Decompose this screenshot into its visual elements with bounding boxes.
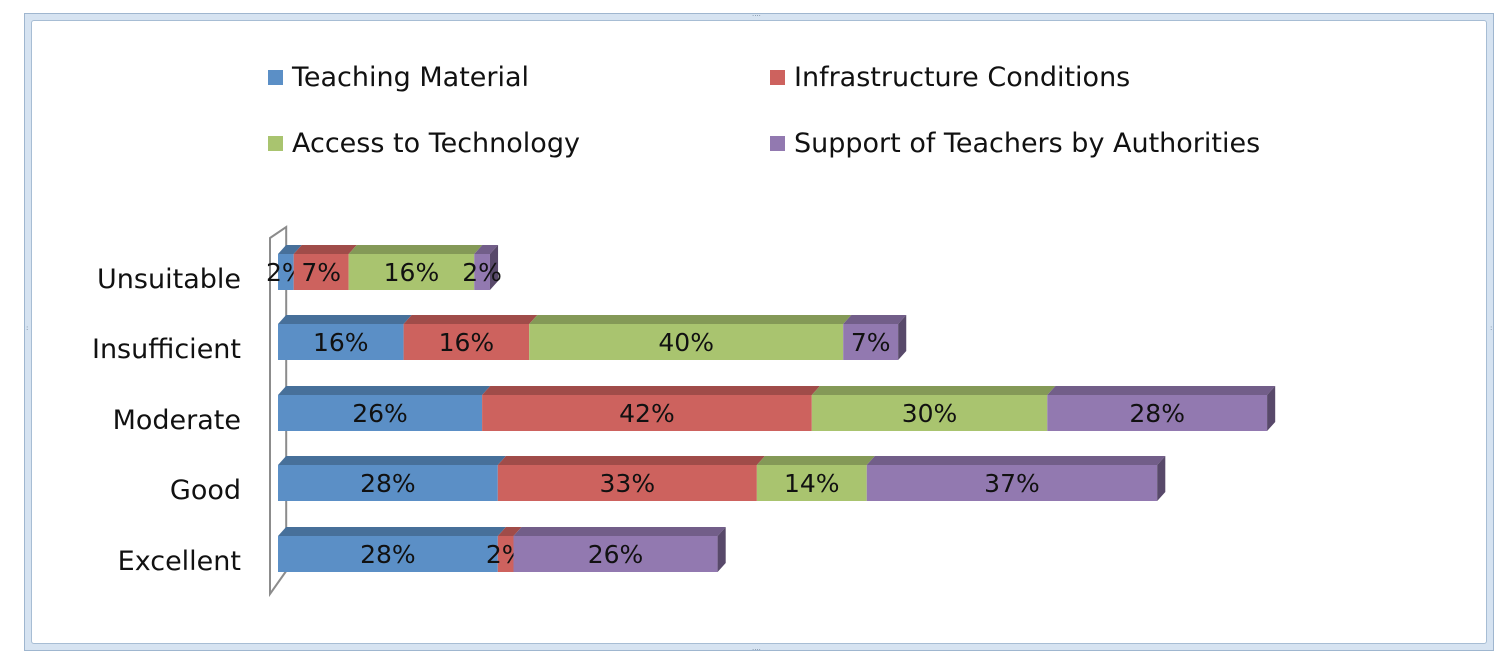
bar-top-face: [348, 245, 483, 254]
bar-segment: [497, 536, 514, 572]
legend-label: Access to Technology: [292, 128, 580, 159]
category-label-unsuitable: Unsuitable: [97, 264, 241, 295]
legend-swatch: [770, 70, 785, 85]
bar-top-face: [278, 527, 506, 536]
bar-segment: [843, 324, 899, 360]
bar-segment: [403, 324, 530, 360]
data-label: 16%: [439, 328, 495, 357]
bar-top-face: [529, 315, 852, 324]
bar-segment: [529, 324, 844, 360]
top-resize-handle[interactable]: ....: [752, 10, 761, 18]
bar-top-face: [866, 456, 1166, 465]
category-label-moderate: Moderate: [112, 405, 241, 436]
bar-segment: [278, 395, 483, 431]
data-label: 2%: [462, 258, 502, 287]
bar-top-face: [497, 456, 765, 465]
bar-segment: [278, 536, 498, 572]
legend-swatch: [268, 70, 283, 85]
bar-segment: [348, 254, 475, 290]
legend-label: Support of Teachers by Authorities: [794, 128, 1261, 159]
category-label-insufficient: Insufficient: [91, 334, 241, 365]
legend-swatch: [268, 136, 283, 151]
legend-label: Infrastructure Conditions: [794, 62, 1131, 93]
bar-side-face: [717, 527, 726, 572]
data-label: 14%: [784, 469, 840, 498]
bar-top-face: [278, 456, 506, 465]
category-label-good: Good: [169, 475, 241, 506]
data-label: 28%: [360, 469, 416, 498]
bar-segment: [513, 536, 718, 572]
bar-segment: [497, 465, 757, 501]
data-label: 28%: [1129, 399, 1185, 428]
data-label: 7%: [301, 258, 341, 287]
bar-segment: [756, 465, 867, 501]
data-label: 37%: [984, 469, 1040, 498]
bar-top-face: [278, 315, 412, 324]
bar-segment: [278, 254, 294, 290]
data-label: 33%: [600, 469, 656, 498]
right-resize-handle[interactable]: :: [1490, 324, 1493, 332]
bar-top-face: [513, 527, 726, 536]
data-label: 30%: [902, 399, 958, 428]
chart-legend: Teaching Material Infrastructure Conditi…: [268, 62, 1368, 172]
bar-top-face: [403, 315, 538, 324]
bar-top-face: [497, 527, 522, 536]
bar-top-face: [474, 245, 499, 254]
bar-segment: [278, 465, 498, 501]
data-label: 42%: [619, 399, 675, 428]
bar-segment: [293, 254, 349, 290]
legend-item-teaching-material: Teaching Material: [268, 62, 529, 93]
data-label: 7%: [851, 328, 891, 357]
bar-segment: [482, 395, 812, 431]
legend-item-support-of-teachers: Support of Teachers by Authorities: [770, 128, 1260, 159]
data-label: 40%: [658, 328, 714, 357]
bar-side-face: [489, 245, 499, 290]
data-label: 26%: [352, 399, 408, 428]
bar-top-face: [482, 386, 820, 395]
data-label: 28%: [360, 540, 416, 569]
bar-segment: [278, 324, 404, 360]
legend-item-infrastructure-conditions: Infrastructure Conditions: [770, 62, 1130, 93]
bar-side-face: [1157, 456, 1166, 501]
bar-top-face: [843, 315, 907, 324]
bar-top-face: [811, 386, 1056, 395]
bar-top-face: [278, 245, 302, 254]
bar-segment: [474, 254, 490, 290]
bar-side-face: [898, 315, 907, 360]
legend-swatch: [770, 136, 785, 151]
bar-top-face: [1047, 386, 1276, 395]
category-label-excellent: Excellent: [117, 546, 241, 577]
bar-top-face: [756, 456, 875, 465]
bar-segment: [811, 395, 1048, 431]
bar-top-face: [278, 386, 491, 395]
bar-segment: [1047, 395, 1268, 431]
bar-side-face: [1267, 386, 1276, 431]
left-resize-handle[interactable]: :: [26, 324, 29, 332]
legend-label: Teaching Material: [292, 62, 530, 93]
legend-item-access-to-technology: Access to Technology: [268, 128, 580, 159]
data-label: 16%: [384, 258, 440, 287]
bar-top-face: [293, 245, 357, 254]
bottom-resize-handle[interactable]: ....: [752, 644, 761, 652]
data-label: 26%: [588, 540, 644, 569]
bar-segment: [866, 465, 1158, 501]
data-label: 16%: [313, 328, 369, 357]
